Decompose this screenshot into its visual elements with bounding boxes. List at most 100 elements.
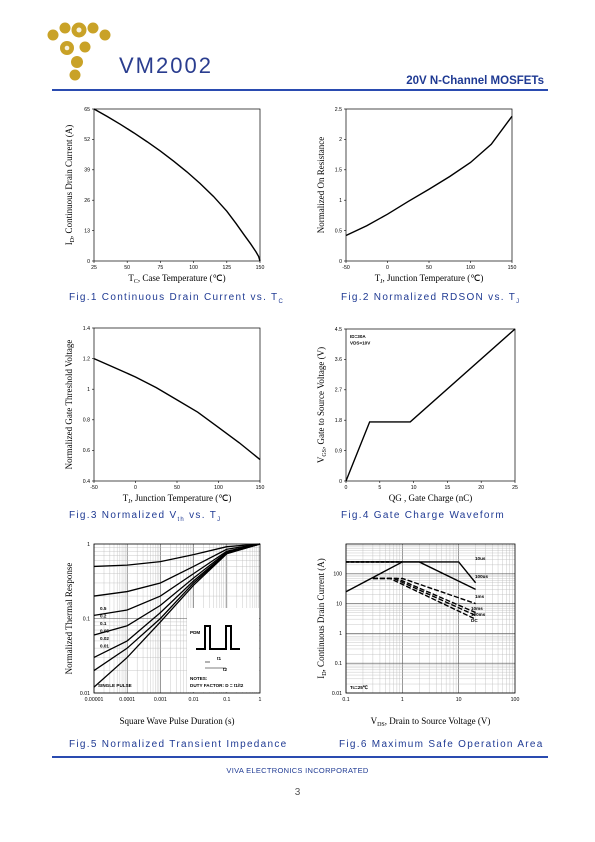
- fig5-notes-label: NOTES:: [190, 676, 208, 681]
- fig2-xtick-label: -50: [342, 265, 350, 271]
- fig1-frame: [93, 108, 261, 262]
- header-rule: [52, 89, 548, 91]
- fig3-ytick-label: 1: [87, 387, 90, 393]
- company-logo: [47, 22, 111, 81]
- fig4-ytick-label: 2.7: [335, 388, 342, 394]
- fig5-series-line: [93, 543, 261, 597]
- fig6-tc-label: Tc=25℃: [350, 684, 369, 690]
- fig6-ytick-label: 1: [339, 631, 342, 637]
- fig4-ytick-label: 1.8: [335, 418, 342, 424]
- fig1-ytick-label: 26: [84, 198, 90, 204]
- fig3-xlabel: TJ, Junction Temperature (℃): [123, 493, 232, 505]
- fig5-pdm-label: PDM: [190, 630, 200, 635]
- fig6-ylabel: ID, Continuous Drain Current (A): [316, 558, 328, 679]
- fig1-ytick-label: 0: [87, 259, 90, 265]
- fig5-t1-label: t1: [217, 656, 222, 661]
- fig4-ylabel-main: V: [316, 456, 326, 463]
- fig6-caption: Fig.6 Maximum Safe Operation Area: [339, 739, 544, 750]
- fig2-xtick-label: 150: [508, 265, 517, 271]
- fig6-xtick-label: 1: [401, 697, 404, 703]
- fig4-chart: 0 5 10 15 20 25 0 0.9 1.8 2.7 3.6 4.5 QG , Gate Char…: [316, 327, 518, 503]
- fig2-frame: [345, 108, 513, 262]
- fig4-xlabel: QG , Gate Charge (nC): [389, 493, 473, 503]
- fig2-xtick-label: 0: [386, 265, 389, 271]
- fig3-xlabel-rest: , Junction Temperature (℃): [131, 493, 232, 503]
- fig6-ytick-label: 0.01: [332, 691, 342, 697]
- fig1-ylabel-rest: , Continuous Drain Current (A): [64, 125, 74, 238]
- fig3-ytick-label: 0.4: [83, 479, 90, 485]
- fig4-xtick-label: 0: [345, 485, 348, 491]
- fig6-series-label: 10ms: [471, 606, 483, 611]
- fig4-xtick-label: 5: [378, 485, 381, 491]
- fig6-series-label: 10us: [475, 556, 486, 561]
- fig4-xtick-label: 20: [478, 485, 484, 491]
- fig3-ylabel: Normalized Gate Threshold Voltage: [64, 340, 74, 470]
- fig1-ytick-label: 65: [84, 107, 90, 113]
- fig1-ylabel-sub: D: [70, 237, 76, 242]
- fig4-xtick-label: 25: [512, 485, 518, 491]
- fig1-caption: Fig.1 Continuous Drain Current vs. TC: [69, 292, 285, 305]
- fig6-ylabel-rest: , Continuous Drain Current (A): [316, 558, 326, 671]
- fig6-series-label: 100us: [475, 574, 488, 579]
- part-number: VM2002: [119, 53, 213, 78]
- fig5-xtick-label: 0.01: [189, 697, 199, 703]
- fig6-xlabel-main: V: [371, 716, 378, 726]
- fig4-xtick-label: 10: [411, 485, 417, 491]
- fig6-ytick-label: 10: [336, 601, 342, 607]
- fig3-xlabel-main: T: [123, 493, 129, 503]
- fig5-xtick-label: 0.00001: [85, 697, 104, 703]
- fig3-xtick-label: 0: [134, 485, 137, 491]
- fig5-ylabel: Normalized Thermal Response: [64, 563, 74, 675]
- fig5-legend-label: 0.5: [100, 606, 107, 611]
- fig3-series-line: [93, 357, 261, 461]
- fig5-series-line: [93, 543, 261, 617]
- fig4-plot-area: 0 5 10 15 20 25 0 0.9 1.8 2.7 3.6 4.5 QG , Gate Char…: [316, 327, 518, 503]
- fig6-series-line: [346, 561, 476, 591]
- fig2-ytick-label: 0: [339, 259, 342, 265]
- fig3-xtick-label: -50: [90, 485, 98, 491]
- fig1-ytick-label: 52: [84, 137, 90, 143]
- footer-rule: [52, 756, 548, 758]
- fig6-series-label: 100ms: [471, 612, 486, 617]
- fig3-ytick-label: 1.2: [83, 356, 90, 362]
- fig2-xlabel-rest: , Junction Temperature (℃): [383, 273, 484, 283]
- fig5-xtick-label: 0.0001: [119, 697, 135, 703]
- fig6-xtick-label: 100: [511, 697, 520, 703]
- fig1-series-line: [93, 108, 261, 262]
- fig4-annotation: VDS=10V: [350, 341, 371, 346]
- fig1-xlabel-main: T: [128, 273, 134, 283]
- fig6-xlabel-sub: DS: [377, 722, 385, 728]
- fig2-caption: Fig.2 Normalized RDSON vs. TJ: [341, 292, 521, 305]
- fig2-ytick-label: 1.5: [335, 168, 342, 174]
- fig5-single-pulse-label: SINGLE PULSE: [98, 683, 132, 688]
- fig1-xtick-label: 25: [91, 265, 97, 271]
- fig2-ytick-label: 0.5: [335, 228, 342, 234]
- fig6-series-line: [372, 577, 476, 620]
- product-headline: 20V N-Channel MOSFETs: [406, 75, 544, 87]
- fig1-ytick-label: 39: [84, 168, 90, 174]
- fig2-ytick-label: 1: [339, 198, 342, 204]
- fig2-xlabel-sub: J: [380, 279, 383, 285]
- fig6-ylabel-sub: D: [322, 671, 328, 676]
- fig6-xtick-label: 10: [456, 697, 462, 703]
- fig6-ytick-label: 0.1: [335, 661, 342, 667]
- fig4-caption: Fig.4 Gate Charge Waveform: [341, 510, 506, 521]
- fig1-plot-area: 25 50 75 100 125 150 0 13 26 39 52 65 TC, Case Tempe…: [64, 107, 264, 285]
- fig5-legend-label: 0.1: [100, 621, 107, 626]
- fig4-ytick-label: 3.6: [335, 357, 342, 363]
- fig2-ytick-label: 2: [339, 137, 342, 143]
- fig1-ylabel-main: I: [64, 242, 74, 245]
- fig4-series-line: [345, 328, 516, 482]
- fig6-xlabel-rest: , Drain to Source Voltage (V): [385, 716, 491, 726]
- fig5-ytick-label: 0.1: [83, 616, 90, 622]
- fig2-ytick-label: 2.5: [335, 107, 342, 113]
- fig1-ytick-label: 13: [84, 228, 90, 234]
- fig5-caption: Fig.5 Normalized Transient Impedance: [69, 739, 288, 750]
- fig4-ylabel-sub: GS: [322, 449, 328, 457]
- fig3-chart: -50 0 50 100 150 0.4 0.6 0.8 1 1.2 1.4 TJ, Junction…: [64, 326, 264, 505]
- fig5-series-line: [93, 543, 261, 568]
- fig1-ylabel: ID, Continuous Drain Current (A): [64, 125, 76, 246]
